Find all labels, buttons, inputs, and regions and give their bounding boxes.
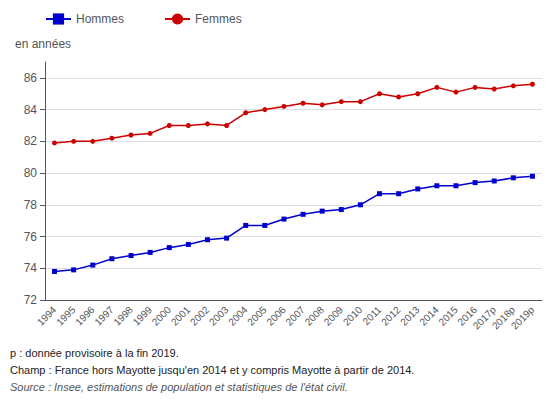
svg-text:74: 74 bbox=[24, 261, 38, 275]
svg-text:Hommes: Hommes bbox=[76, 12, 124, 26]
svg-text:82: 82 bbox=[24, 134, 38, 148]
svg-text:2010: 2010 bbox=[341, 304, 365, 328]
svg-text:80: 80 bbox=[24, 166, 38, 180]
svg-text:2019p: 2019p bbox=[509, 304, 537, 332]
svg-text:86: 86 bbox=[24, 71, 38, 85]
svg-text:78: 78 bbox=[24, 198, 38, 212]
svg-text:1994: 1994 bbox=[35, 304, 59, 328]
svg-text:1999: 1999 bbox=[131, 304, 155, 328]
svg-text:2001: 2001 bbox=[169, 304, 193, 328]
svg-text:2014: 2014 bbox=[417, 304, 441, 328]
svg-text:2000: 2000 bbox=[150, 304, 174, 328]
svg-text:2004: 2004 bbox=[226, 304, 250, 328]
svg-text:2013: 2013 bbox=[398, 304, 422, 328]
svg-text:2017p: 2017p bbox=[470, 304, 499, 332]
svg-text:2018p: 2018p bbox=[489, 304, 518, 332]
svg-text:2003: 2003 bbox=[207, 304, 231, 328]
svg-text:72: 72 bbox=[24, 293, 38, 307]
svg-text:2008: 2008 bbox=[303, 304, 327, 328]
svg-text:2007: 2007 bbox=[283, 304, 307, 328]
svg-text:1995: 1995 bbox=[54, 304, 78, 328]
svg-text:en années: en années bbox=[15, 37, 71, 51]
svg-text:1998: 1998 bbox=[111, 304, 135, 328]
svg-text:2009: 2009 bbox=[322, 304, 346, 328]
svg-text:Femmes: Femmes bbox=[195, 12, 242, 26]
svg-text:1997: 1997 bbox=[92, 304, 116, 328]
svg-text:76: 76 bbox=[24, 230, 38, 244]
svg-text:1996: 1996 bbox=[73, 304, 97, 328]
svg-text:2005: 2005 bbox=[245, 304, 269, 328]
svg-text:2002: 2002 bbox=[188, 304, 212, 328]
svg-text:p : donnée provisoire à la fin: p : donnée provisoire à la fin 2019. bbox=[10, 347, 179, 359]
svg-text:2012: 2012 bbox=[379, 304, 403, 328]
svg-text:84: 84 bbox=[24, 103, 38, 117]
svg-text:2006: 2006 bbox=[264, 304, 288, 328]
svg-text:2015: 2015 bbox=[436, 304, 460, 328]
svg-text:2016: 2016 bbox=[455, 304, 479, 328]
svg-text:2011: 2011 bbox=[360, 304, 383, 327]
svg-text:Source : Insee, estimations de: Source : Insee, estimations de populatio… bbox=[10, 381, 348, 393]
svg-text:Champ : France hors Mayotte ju: Champ : France hors Mayotte jusqu'en 201… bbox=[10, 364, 414, 376]
